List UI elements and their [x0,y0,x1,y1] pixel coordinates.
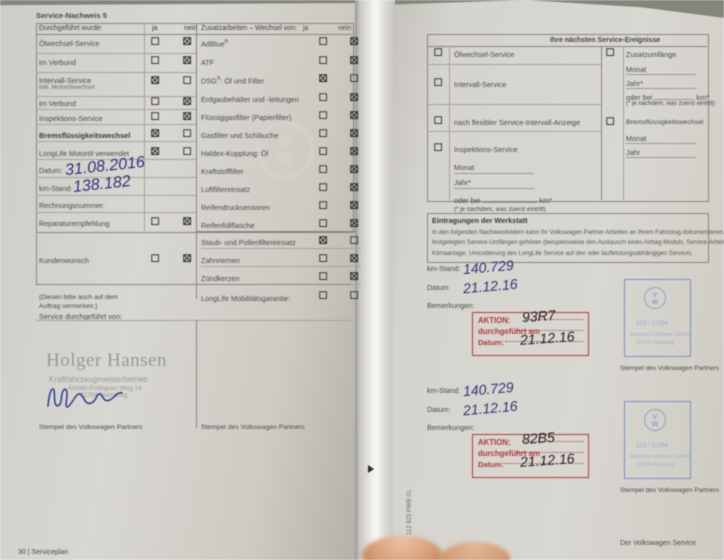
svg-text:V: V [653,292,658,299]
svg-text:W: W [277,150,293,167]
svg-text:V: V [653,414,658,421]
svg-text:V: V [280,134,291,151]
svg-text:W: W [652,299,659,306]
svg-text:W: W [652,421,659,428]
